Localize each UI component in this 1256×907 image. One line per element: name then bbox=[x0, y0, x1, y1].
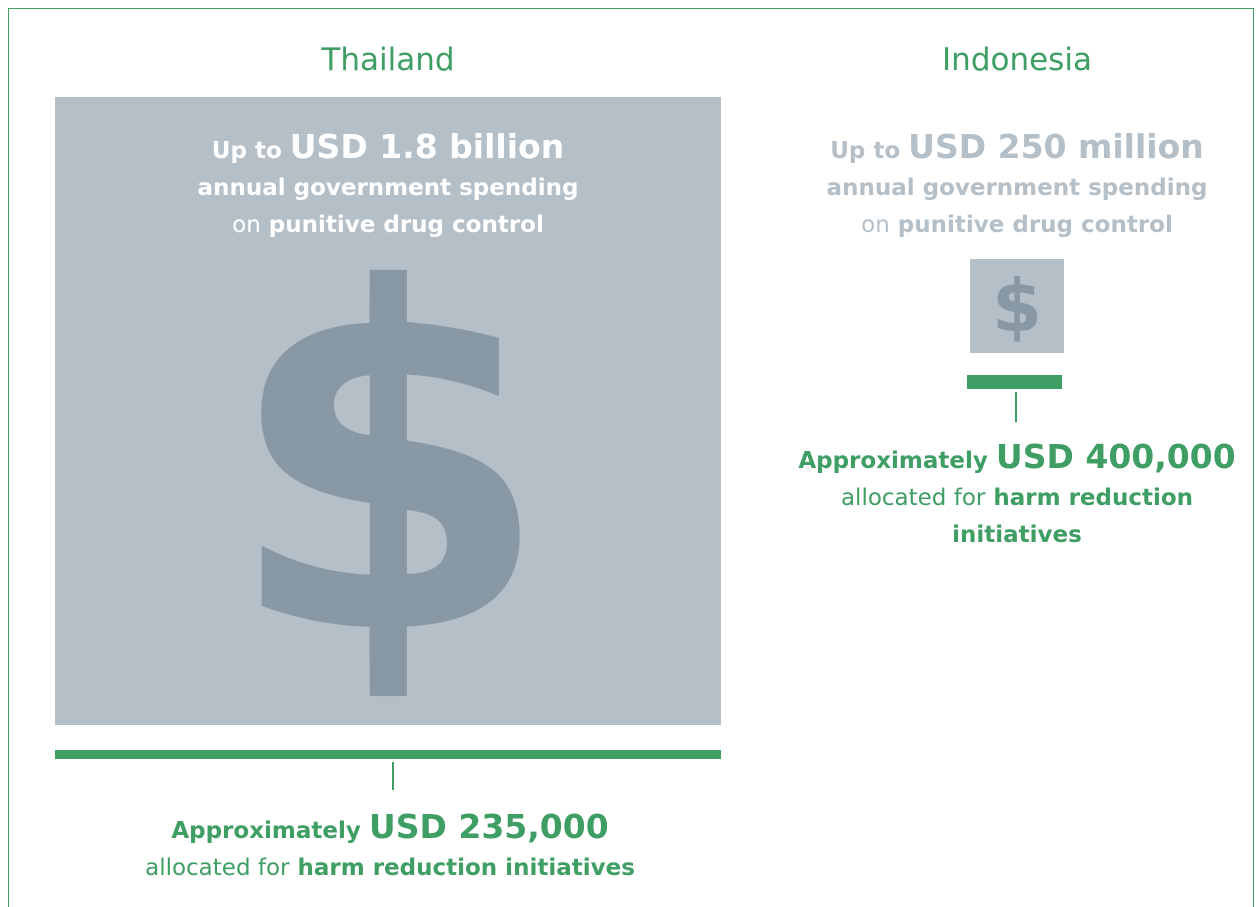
connector bbox=[392, 762, 394, 790]
text: annual government spending bbox=[197, 175, 579, 201]
frame bbox=[8, 8, 1254, 907]
spending-box bbox=[55, 97, 721, 725]
spending-text: Up to USD 250 million annual government … bbox=[760, 128, 1256, 244]
harm-bar bbox=[967, 375, 1062, 389]
dollar-icon: $ bbox=[224, 191, 552, 738]
text: allocated for bbox=[840, 485, 986, 511]
spending-box bbox=[970, 259, 1064, 353]
text: Approximately bbox=[171, 818, 361, 844]
text: allocated for bbox=[145, 855, 290, 881]
country-title: Indonesia bbox=[942, 42, 1092, 78]
connector bbox=[1015, 392, 1017, 422]
amount: USD 250 million bbox=[908, 127, 1204, 166]
harm-text: Approximately USD 235,000 allocated for … bbox=[40, 808, 740, 887]
text: Up to bbox=[211, 138, 282, 164]
text: punitive drug control bbox=[268, 212, 544, 238]
dollar-icon: $ bbox=[991, 264, 1043, 348]
harm-text: Approximately USD 400,000 allocated for … bbox=[750, 438, 1256, 554]
text: annual government spending bbox=[826, 175, 1208, 201]
amount: USD 1.8 billion bbox=[289, 127, 565, 166]
spending-text: Up to USD 1.8 billion annual government … bbox=[55, 128, 721, 244]
text: on bbox=[232, 212, 261, 238]
harm-bar bbox=[55, 750, 721, 759]
text: punitive drug control bbox=[897, 212, 1173, 238]
amount: USD 235,000 bbox=[368, 807, 609, 846]
text: on bbox=[861, 212, 890, 238]
text: Up to bbox=[830, 138, 901, 164]
text: Approximately bbox=[798, 448, 988, 474]
country-title: Thailand bbox=[321, 42, 455, 78]
text: harm reduction initiatives bbox=[297, 855, 635, 881]
amount: USD 400,000 bbox=[995, 437, 1236, 476]
text: harm reduction initiatives bbox=[952, 485, 1194, 548]
